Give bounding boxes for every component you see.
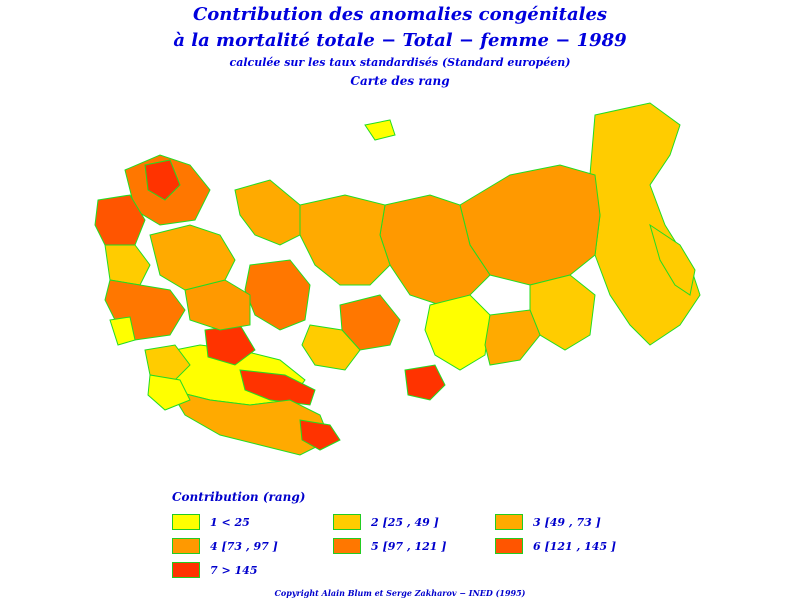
legend-title: Contribution (rang)	[172, 490, 306, 504]
legend-label: 2 [25 , 49 ]	[371, 515, 439, 529]
legend-item: 5 [97 , 121 ]	[333, 537, 446, 555]
legend-label: 7 > 145	[210, 563, 258, 577]
region-central-asia-south	[299, 419, 341, 451]
legend-swatch	[333, 514, 361, 530]
legend-item: 2 [25 , 49 ]	[333, 513, 439, 531]
region-komi	[234, 179, 301, 246]
legend-swatch	[172, 538, 200, 554]
region-urals	[244, 259, 311, 331]
subtitle-line-1: calculée sur les taux standardisés (Stan…	[229, 56, 571, 69]
title-line-2: à la mortalité totale − Total − femme − …	[173, 30, 627, 51]
title-line-1: Contribution des anomalies congénitales	[192, 4, 608, 25]
region-kamchatka	[649, 223, 696, 296]
legend-label: 4 [73 , 97 ]	[210, 539, 278, 553]
region-moldova	[109, 316, 136, 346]
legend-label: 5 [97 , 121 ]	[371, 539, 447, 553]
region-buryatia	[404, 364, 446, 401]
region-transcaucasus	[147, 374, 191, 411]
region-novaya-zemlya	[364, 119, 396, 141]
legend-item: 7 > 145	[172, 561, 258, 579]
legend-item: 3 [49 , 73 ]	[495, 513, 601, 531]
region-chita	[484, 309, 541, 366]
region-karelia	[144, 159, 181, 201]
legend-label: 6 [121 , 145 ]	[533, 539, 617, 553]
region-central-russia	[149, 224, 236, 291]
legend-item: 1 < 25	[172, 513, 250, 531]
region-irkutsk	[424, 294, 491, 371]
legend-swatch	[333, 538, 361, 554]
legend-item: 6 [121 , 145 ]	[495, 537, 616, 555]
copyright-notice: Copyright Alain Blum et Serge Zakharov −…	[274, 588, 526, 598]
legend-item: 4 [73 , 97 ]	[172, 537, 278, 555]
legend-swatch	[495, 538, 523, 554]
subtitle-line-2: Carte des rang	[350, 74, 450, 88]
regions-map	[94, 102, 701, 456]
legend-label: 1 < 25	[210, 515, 250, 529]
region-far-east	[589, 102, 701, 346]
region-tyumen	[299, 194, 391, 286]
region-belarus	[104, 244, 151, 286]
region-caucasus	[144, 344, 191, 381]
region-kazakhstan-band	[239, 369, 316, 406]
region-amur	[529, 274, 596, 351]
legend-swatch	[495, 514, 523, 530]
legend-label: 3 [49 , 73 ]	[533, 515, 601, 529]
legend-swatch	[172, 514, 200, 530]
region-novosibirsk	[301, 324, 361, 371]
legend-swatch	[172, 562, 200, 578]
